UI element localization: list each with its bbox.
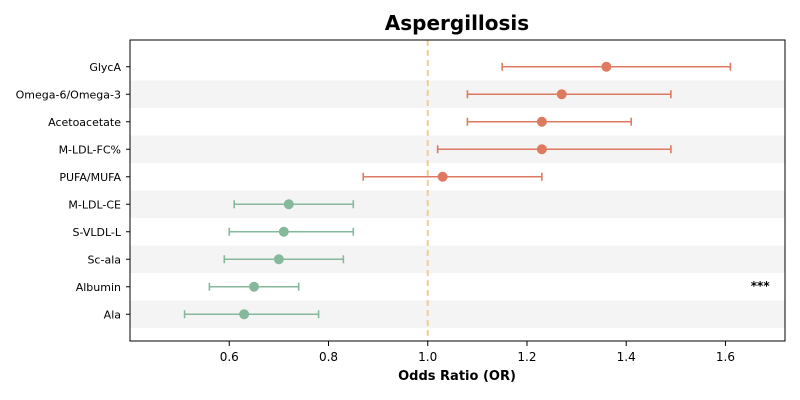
y-tick-label: Sc-ala <box>87 253 121 266</box>
y-tick-label: Ala <box>104 308 121 321</box>
x-tick-label: 1.6 <box>716 350 735 364</box>
y-tick-label: Albumin <box>76 281 121 294</box>
row-s-vldl-l: S-VLDL-L <box>73 226 354 239</box>
significance-annotation: *** <box>751 279 771 293</box>
or-point <box>249 282 259 292</box>
x-axis: 0.6 0.8 1.0 1.2 1.4 1.6 <box>220 341 735 364</box>
row-albumin: Albumin <box>76 281 299 294</box>
y-tick-label: M-LDL-CE <box>68 198 121 211</box>
y-tick-label: M-LDL-FC% <box>59 143 121 156</box>
row-glyca: GlycA <box>89 61 730 74</box>
x-tick-label: 1.2 <box>517 350 536 364</box>
y-tick-label: GlycA <box>89 61 121 74</box>
or-point <box>537 117 547 127</box>
chart-title: Aspergillosis <box>385 11 529 35</box>
or-point <box>438 172 448 182</box>
x-tick-label: 1.4 <box>617 350 636 364</box>
or-point <box>537 144 547 154</box>
x-tick-label: 0.8 <box>319 350 338 364</box>
y-tick-label: Omega-6/Omega-3 <box>16 88 121 101</box>
annotations-group: *** <box>751 279 771 293</box>
or-point <box>601 62 611 72</box>
row-bands <box>130 81 785 329</box>
row-pufa-mufa: PUFA/MUFA <box>59 171 541 184</box>
x-axis-label: Odds Ratio (OR) <box>398 369 516 384</box>
x-tick-label: 0.6 <box>220 350 239 364</box>
y-tick-label: S-VLDL-L <box>73 226 122 239</box>
or-point <box>284 199 294 209</box>
y-tick-label: Acetoacetate <box>48 116 121 129</box>
or-point <box>239 309 249 319</box>
row-acetoacetate: Acetoacetate <box>48 116 631 129</box>
or-point <box>557 89 567 99</box>
row-band <box>130 81 785 109</box>
y-tick-label: PUFA/MUFA <box>59 171 121 184</box>
or-point <box>279 227 289 237</box>
x-tick-label: 1.0 <box>418 350 437 364</box>
row-band <box>130 191 785 219</box>
or-point <box>274 254 284 264</box>
